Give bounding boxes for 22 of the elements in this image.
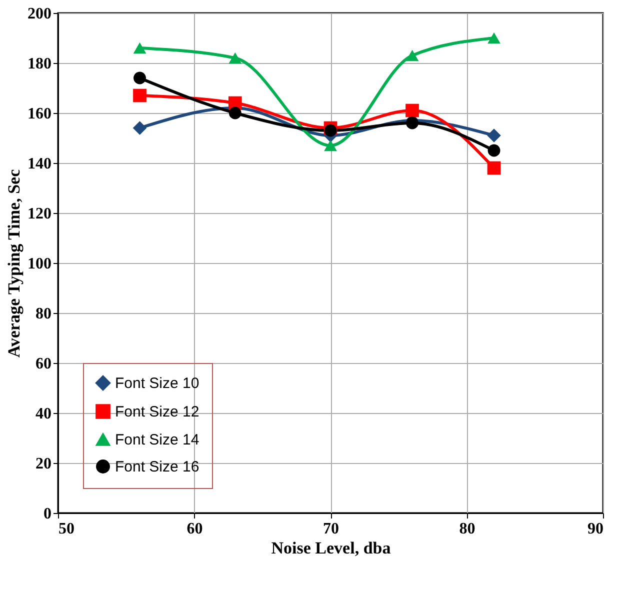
y-tick-label: 120 — [28, 206, 52, 222]
y-tick-label: 160 — [28, 106, 52, 122]
y-tick-label: 100 — [28, 256, 52, 272]
x-tick-label: 70 — [323, 520, 339, 538]
x-tick-label: 90 — [588, 520, 604, 538]
legend-label: Font Size 16 — [115, 458, 200, 476]
legend-label: Font Size 12 — [115, 404, 200, 420]
x-tick-label: 50 — [58, 520, 74, 538]
y-tick-label: 0 — [44, 506, 52, 522]
legend-label: Font Size 14 — [115, 432, 200, 448]
x-axis-title: Noise Level, dba — [271, 538, 392, 558]
y-tick-label: 40 — [36, 406, 52, 422]
y-tick-label: 200 — [28, 6, 52, 22]
y-tick-label: 180 — [28, 56, 52, 72]
legend-label: Font Size 10 — [115, 375, 200, 392]
x-tick-label: 80 — [459, 520, 476, 538]
y-axis-title: Average Typing Time, Sec — [4, 168, 24, 358]
y-tick-label: 140 — [28, 156, 52, 172]
y-tick-label: 80 — [36, 306, 52, 322]
x-tick-label: 60 — [186, 520, 203, 538]
y-tick-label: 60 — [36, 356, 52, 372]
y-tick-label: 20 — [36, 456, 52, 472]
